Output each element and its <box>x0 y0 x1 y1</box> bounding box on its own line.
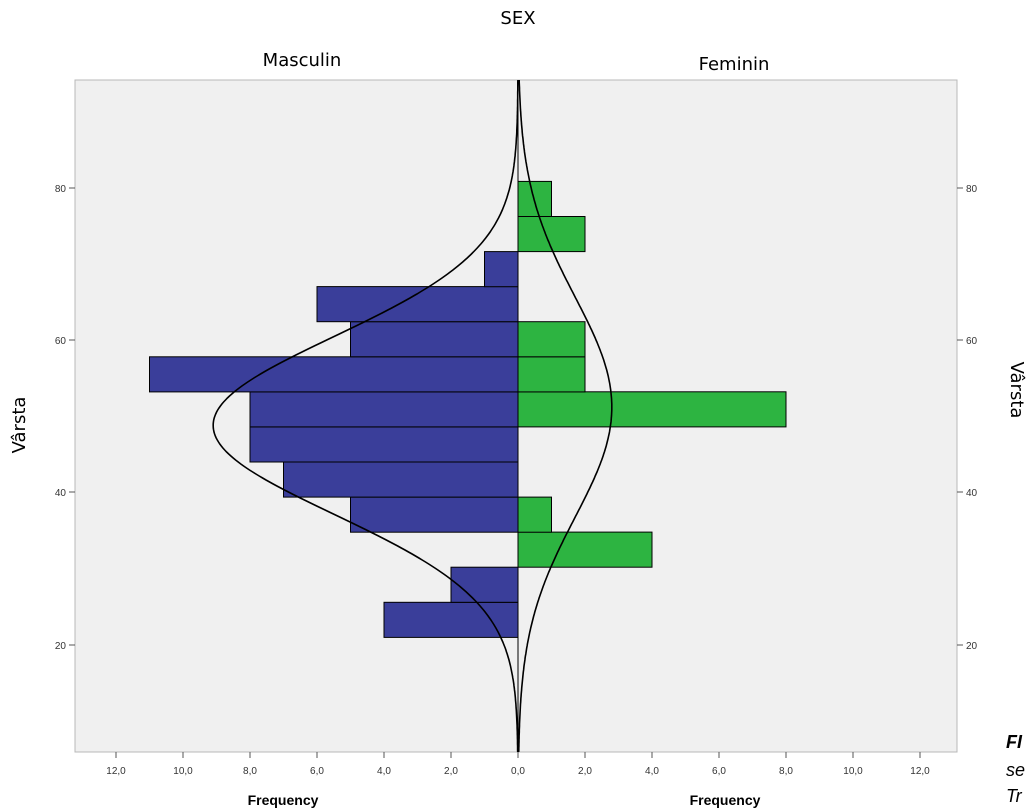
bar-masculin-0 <box>383 601 519 638</box>
bar-feminin-3 <box>517 356 586 393</box>
figure-caption-line3: Tr <box>1006 786 1023 806</box>
bar-masculin-6 <box>149 356 519 393</box>
x-tick-label-right-10: 10,0 <box>843 766 863 777</box>
x-tick-label-left-10: 10,0 <box>173 766 193 777</box>
y-tick-label-left-60: 60 <box>55 336 67 347</box>
bar-masculin-4 <box>249 426 519 463</box>
y-tick-label-right-60: 60 <box>966 336 978 347</box>
series-label-feminin: Feminin <box>699 54 770 75</box>
bar-masculin-7 <box>350 321 519 358</box>
x-axis-label-left: Frequency <box>248 792 319 808</box>
bar-masculin-9 <box>484 251 519 288</box>
y-tick-label-left-20: 20 <box>55 641 67 652</box>
bar-feminin-2 <box>517 391 787 428</box>
x-tick-label-left-12: 12,0 <box>106 766 126 777</box>
figure-caption-line1: FI <box>1006 732 1023 752</box>
normal-curve-feminin <box>517 80 613 753</box>
x-tick-label-right-0: 0,0 <box>511 766 525 777</box>
x-tick-label-right-6: 6,0 <box>712 766 726 777</box>
bars-masculin <box>149 251 519 638</box>
series-label-masculin: Masculin <box>263 50 342 71</box>
y-tick-label-right-20: 20 <box>966 641 978 652</box>
x-tick-label-right-8: 8,0 <box>779 766 793 777</box>
y-tick-label-right-40: 40 <box>966 488 978 499</box>
y-tick-label-left-40: 40 <box>55 488 67 499</box>
y-axis-label-left: Vârsta <box>9 397 30 454</box>
bar-masculin-2 <box>350 496 519 533</box>
normal-curve-masculin <box>212 79 519 753</box>
figure-caption-line2: se <box>1006 760 1025 780</box>
x-tick-label-left-2: 2,0 <box>444 766 458 777</box>
x-tick-label-right-12: 12,0 <box>910 766 930 777</box>
bar-masculin-5 <box>249 391 519 428</box>
bars-feminin <box>517 180 787 568</box>
chart-title: SEX <box>500 8 535 29</box>
bar-masculin-8 <box>316 286 519 323</box>
bar-feminin-1 <box>517 496 552 533</box>
bar-feminin-5 <box>517 216 586 253</box>
x-tick-label-left-4: 4,0 <box>377 766 391 777</box>
x-axis-left: 2,0 4,0 6,0 8,0 10,0 12,0 <box>106 752 458 777</box>
x-tick-label-right-4: 4,0 <box>645 766 659 777</box>
y-tick-label-left-80: 80 <box>55 184 67 195</box>
bar-feminin-4 <box>517 321 586 358</box>
x-tick-label-left-6: 6,0 <box>310 766 324 777</box>
bar-masculin-3 <box>283 461 519 498</box>
x-tick-label-left-8: 8,0 <box>243 766 257 777</box>
x-tick-label-right-2: 2,0 <box>578 766 592 777</box>
y-tick-label-right-80: 80 <box>966 184 978 195</box>
y-axis-label-right: Vârsta <box>1006 362 1027 419</box>
bar-masculin-1 <box>450 566 519 603</box>
bar-feminin-0 <box>517 531 653 568</box>
x-axis-right: 0,0 2,0 4,0 6,0 8,0 10,0 12,0 <box>511 752 930 777</box>
y-axis-right: 20 40 60 80 <box>957 184 978 652</box>
y-axis-left: 20 40 60 80 <box>55 184 75 652</box>
x-axis-label-right: Frequency <box>690 792 761 808</box>
